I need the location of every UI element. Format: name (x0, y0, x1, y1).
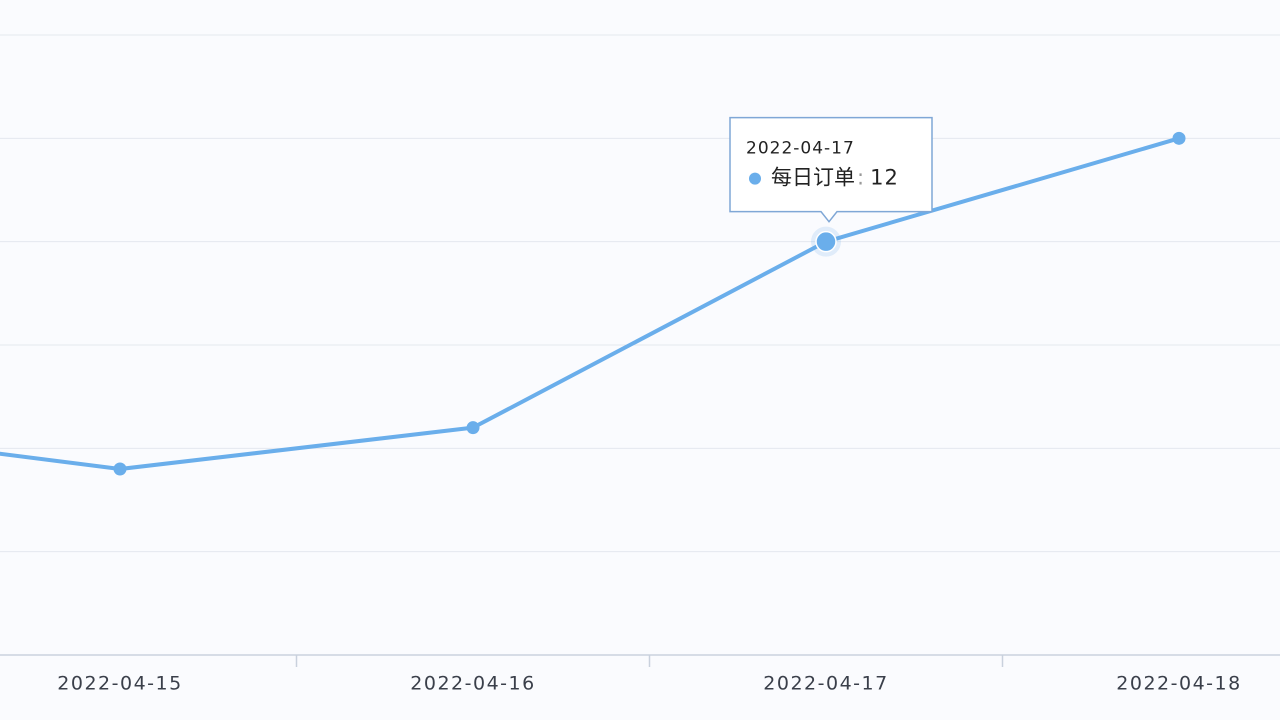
point (815, 230, 837, 253)
point (113, 462, 127, 476)
tooltip-number: 12 (870, 166, 899, 190)
line (0, 136, 1180, 471)
x-tick-label: 2022-04-18 (1116, 673, 1241, 695)
x-tick-label: 2022-04-17 (763, 673, 888, 695)
x-tick-label: 2022-04-15 (57, 673, 182, 695)
tooltip-title: 2022-04-17 (746, 139, 855, 159)
x-tick-label: 2022-04-16 (410, 673, 535, 695)
tooltip: 2022-04-17 每日订单: 12 (729, 116, 933, 223)
tooltip-separator: : (857, 166, 864, 190)
tooltip-box (729, 116, 933, 223)
point (1172, 131, 1186, 145)
tooltip-marker (749, 172, 761, 185)
tooltip-series-name: 每日订单 (771, 166, 855, 190)
tooltip-value: 每日订单: 12 (771, 166, 899, 190)
point (466, 421, 480, 435)
